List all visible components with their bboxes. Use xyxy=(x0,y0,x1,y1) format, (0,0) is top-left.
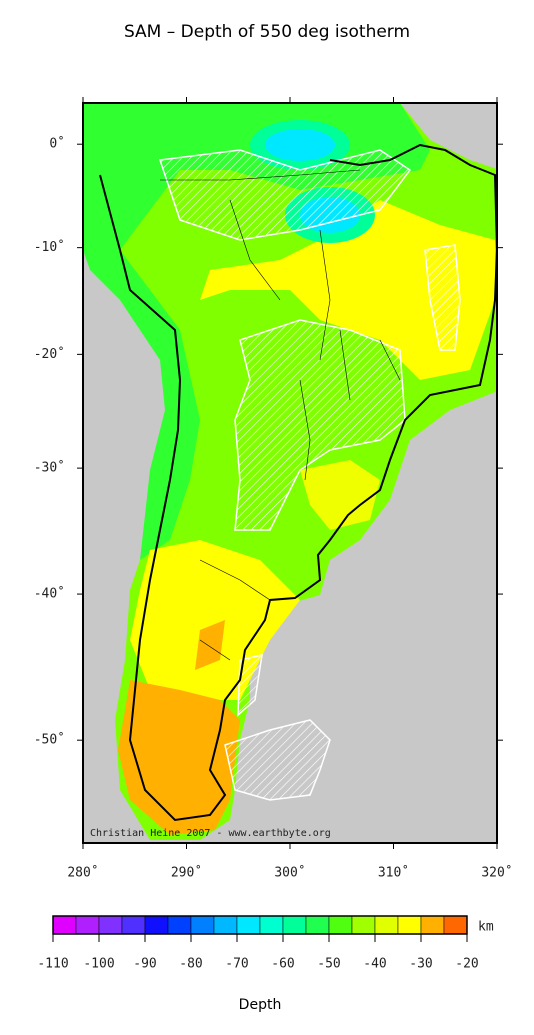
colorbar-tick-label: -100 xyxy=(83,957,114,972)
colorbar-tick-label: -60 xyxy=(271,957,294,972)
basin-outline xyxy=(424,244,461,351)
colorbar-label: Depth xyxy=(239,997,282,1013)
colorbar-tick-label: -40 xyxy=(363,957,386,972)
depth-field-yellow xyxy=(200,200,495,380)
colorbar-swatch xyxy=(121,915,146,935)
colorbar-swatch xyxy=(98,915,123,935)
colorbar-swatch xyxy=(144,915,169,935)
colorbar-swatch xyxy=(305,915,330,935)
colorbar-swatch xyxy=(443,915,468,935)
basin-outline xyxy=(224,719,331,801)
colorbar-swatch xyxy=(259,915,284,935)
x-tick-label: 320˚ xyxy=(481,865,512,881)
y-tick-label: 0˚ xyxy=(49,136,65,152)
colorbar-swatch xyxy=(190,915,215,935)
colorbar-unit: km xyxy=(478,920,494,935)
y-tick-label: -20˚ xyxy=(34,346,65,362)
depth-field-blue xyxy=(265,129,335,161)
y-tick-label: -30˚ xyxy=(34,460,65,476)
x-tick-label: 290˚ xyxy=(171,865,202,881)
colorbar-tick-label: -50 xyxy=(317,957,340,972)
colorbar-tick-label: -80 xyxy=(179,957,202,972)
colorbar-swatch xyxy=(420,915,445,935)
colorbar: -110 -100 -90 -80 -70 -60 -50 -40 -30 -20 xyxy=(37,915,479,972)
basin-outline xyxy=(237,654,263,717)
colorbar-tick-label: -20 xyxy=(455,957,478,972)
colorbar-swatch xyxy=(236,915,261,935)
colorbar-swatch xyxy=(397,915,422,935)
basin-outline xyxy=(158,149,412,241)
y-tick-label: -40˚ xyxy=(34,586,65,602)
colorbar-swatch xyxy=(328,915,353,935)
depth-field-orange xyxy=(195,620,225,670)
colorbar-tick-label: -90 xyxy=(133,957,156,972)
basin-outline xyxy=(234,319,406,531)
colorbar-swatch xyxy=(52,915,77,935)
colorbar-tick-label: -70 xyxy=(225,957,248,972)
depth-field-yellow xyxy=(300,460,380,530)
colorbar-swatch xyxy=(374,915,399,935)
depth-field-green xyxy=(83,103,430,560)
title: SAM – Depth of 550 deg isotherm xyxy=(124,22,410,42)
map-layers: Christian Heine 2007 - www.earthbyte.org xyxy=(83,103,497,840)
rivers xyxy=(160,169,401,661)
colorbar-swatch xyxy=(282,915,307,935)
depth-field-orange xyxy=(118,680,240,835)
x-tick-label: 300˚ xyxy=(274,865,305,881)
colorbar-swatch xyxy=(167,915,192,935)
colorbar-tick-label: -30 xyxy=(409,957,432,972)
colorbar-swatch xyxy=(75,915,100,935)
colorbar-swatch xyxy=(213,915,238,935)
colorbar-swatch xyxy=(351,915,376,935)
credit: Christian Heine 2007 - www.earthbyte.org xyxy=(90,828,331,839)
x-tick-label: 310˚ xyxy=(378,865,409,881)
y-tick-label: -10˚ xyxy=(34,239,65,255)
x-tick-label: 280˚ xyxy=(67,865,98,881)
colorbar-frame xyxy=(52,915,468,935)
y-tick-label: -50˚ xyxy=(34,732,65,748)
colorbar-tick-label: -110 xyxy=(37,957,68,972)
